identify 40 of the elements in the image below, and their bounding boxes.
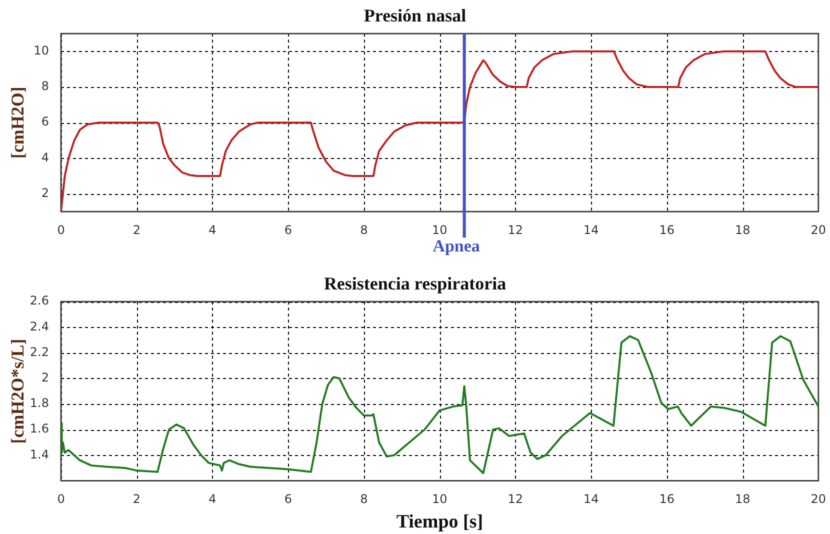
x-tick-label: 2: [132, 222, 141, 237]
x-axis-title: Tiempo [s]: [396, 512, 484, 533]
x-tick-label: 4: [208, 222, 216, 237]
x-tick-label: 10: [432, 222, 448, 237]
x-tick-label: 4: [208, 492, 216, 506]
y-tick-label: 1.4: [30, 447, 49, 462]
x-tick-label: 20: [810, 222, 826, 237]
y-tick-label: 2: [41, 186, 49, 200]
x-tick-label: 12: [508, 492, 524, 506]
y-tick-label: 6: [41, 114, 49, 129]
y-tick-label: 2.2: [30, 344, 49, 359]
y-tick-label: 10: [34, 44, 49, 58]
x-tick-label: 18: [734, 222, 750, 237]
y-tick-label: 1.6: [30, 422, 49, 436]
y-tick-label: 2.6: [30, 294, 49, 308]
y-tick-label: 2: [41, 370, 49, 385]
x-tick-label: 14: [584, 222, 599, 237]
chart-title: Presión nasal: [364, 5, 466, 26]
x-tick-label: 6: [284, 492, 292, 506]
x-tick-label: 18: [734, 492, 750, 506]
y-axis-title: [cmH2O]: [7, 86, 28, 159]
y-tick-label: 4: [41, 150, 49, 164]
x-tick-label: 16: [659, 492, 675, 506]
x-tick-label: 0: [57, 492, 65, 506]
x-tick-label: 8: [360, 222, 368, 237]
y-tick-label: 8: [41, 79, 49, 94]
y-tick-label: 1.8: [30, 396, 49, 410]
x-tick-label: 0: [57, 222, 65, 237]
y-tick-label: 2.4: [30, 319, 49, 334]
x-tick-label: 12: [508, 222, 524, 237]
x-tick-label: 14: [584, 492, 599, 506]
ref-line-label: Apnea: [432, 236, 480, 256]
x-tick-label: 8: [360, 492, 368, 506]
x-tick-label: 20: [810, 492, 826, 506]
x-tick-label: 10: [432, 492, 448, 506]
chart-title: Resistencia respiratoria: [324, 273, 506, 294]
x-tick-label: 2: [132, 492, 141, 506]
x-tick-label: 16: [659, 222, 675, 237]
y-axis-title: [cmH2O*s/L]: [7, 338, 28, 444]
x-tick-label: 6: [284, 222, 292, 237]
